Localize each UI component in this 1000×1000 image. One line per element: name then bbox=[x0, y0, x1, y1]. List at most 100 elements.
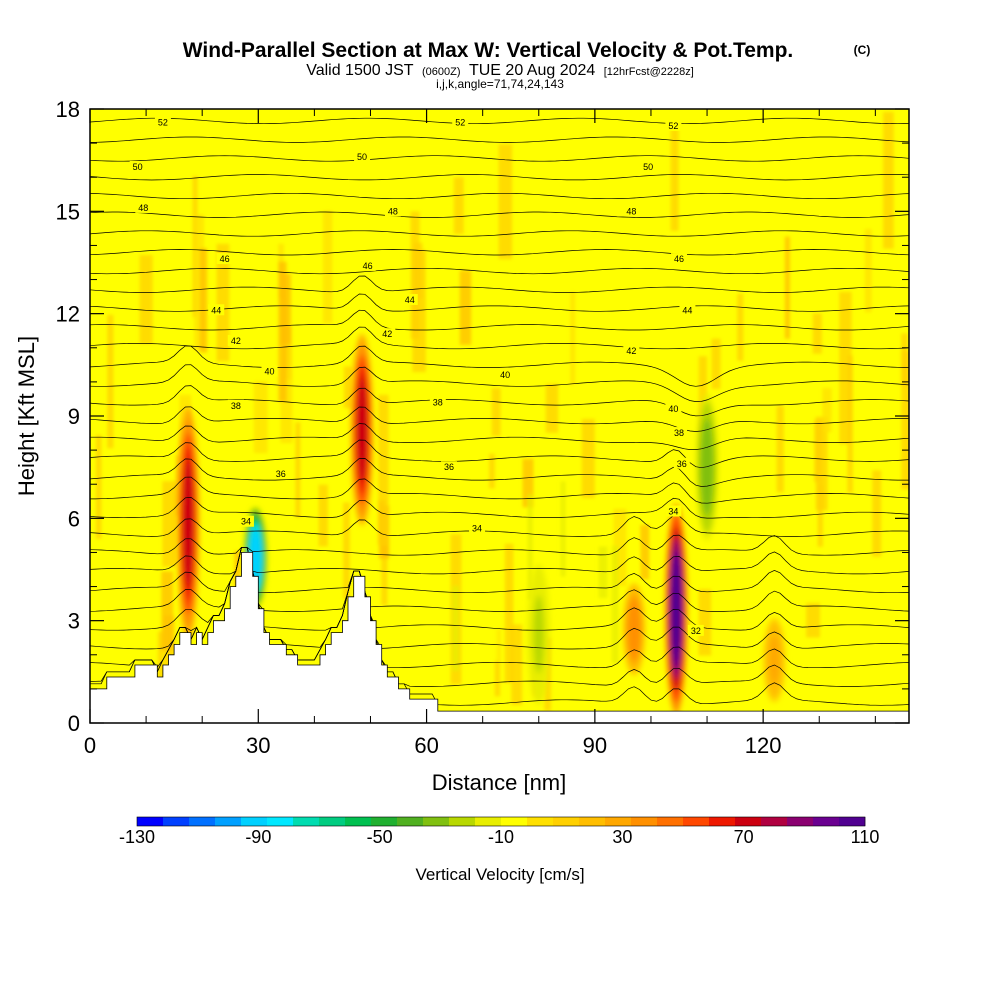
contour-label: 52 bbox=[665, 120, 682, 132]
velocity-streak bbox=[381, 535, 388, 606]
colorbar-swatch bbox=[813, 817, 840, 826]
contour-label-bg bbox=[665, 403, 682, 415]
velocity-streak bbox=[278, 261, 287, 402]
velocity-streak bbox=[539, 539, 548, 600]
isentrope-line bbox=[90, 476, 909, 504]
contour-label: 34 bbox=[237, 515, 254, 527]
contour-label-bg bbox=[354, 150, 371, 162]
contour-label-bg bbox=[401, 294, 418, 306]
pot-temp-contours bbox=[90, 117, 909, 706]
valid-date: TUE 20 Aug 2024 bbox=[469, 62, 595, 79]
velocity-streak bbox=[822, 387, 832, 433]
contour-label-text: 34 bbox=[241, 517, 251, 527]
contour-label: 46 bbox=[359, 259, 376, 271]
colorbar-swatch bbox=[475, 817, 502, 826]
isentrope-line bbox=[90, 345, 909, 387]
isentrope-line bbox=[90, 458, 909, 487]
contour-label: 40 bbox=[497, 369, 514, 381]
contour-label-text: 38 bbox=[231, 401, 241, 411]
updraft-core-band bbox=[628, 603, 640, 655]
updraft-layer bbox=[177, 333, 786, 714]
velocity-streak bbox=[598, 546, 608, 599]
velocity-streak bbox=[570, 292, 576, 385]
contour-label-bg bbox=[623, 205, 640, 217]
y-tick-label: 15 bbox=[56, 199, 80, 224]
colorbar-tick-label: -90 bbox=[245, 827, 271, 847]
contour-label-bg bbox=[379, 328, 396, 340]
contour-label-bg bbox=[208, 304, 225, 316]
contour-label-text: 40 bbox=[668, 404, 678, 414]
colorbar-swatch bbox=[839, 817, 866, 826]
contour-label-text: 32 bbox=[691, 626, 701, 636]
contour-label: 48 bbox=[384, 205, 401, 217]
contour-label-bg bbox=[679, 304, 696, 316]
velocity-streak bbox=[157, 631, 164, 689]
isentrope-line bbox=[90, 309, 909, 331]
y-tick-label: 18 bbox=[56, 97, 80, 122]
contour-label-text: 52 bbox=[455, 118, 465, 128]
colorbar-swatch bbox=[605, 817, 632, 826]
velocity-streak bbox=[901, 333, 908, 386]
velocity-streak bbox=[633, 542, 641, 588]
contour-label-bg bbox=[359, 259, 376, 271]
contour-label-text: 36 bbox=[444, 462, 454, 472]
contour-label-text: 46 bbox=[363, 261, 373, 271]
contour-label-text: 36 bbox=[276, 469, 286, 479]
colorbar-tick-label: 110 bbox=[851, 827, 880, 847]
isentrope-line bbox=[90, 117, 909, 125]
x-tick-label: 90 bbox=[583, 733, 607, 758]
contour-label-text: 48 bbox=[388, 206, 398, 216]
contour-label: 50 bbox=[640, 160, 657, 172]
contour-label-bg bbox=[671, 427, 688, 439]
contour-label-text: 36 bbox=[677, 459, 687, 469]
velocity-streak bbox=[511, 624, 523, 706]
grid-indices: i,j,k,angle=71,74,24,143 bbox=[436, 77, 564, 91]
colorbar-swatch bbox=[787, 817, 814, 826]
contour-label: 52 bbox=[452, 116, 469, 128]
contour-label: 38 bbox=[227, 399, 244, 411]
isentrope-line bbox=[90, 155, 909, 162]
contour-label-text: 44 bbox=[682, 305, 692, 315]
velocity-streak bbox=[611, 545, 619, 664]
velocity-streak bbox=[342, 502, 350, 599]
contour-label-text: 50 bbox=[357, 152, 367, 162]
velocity-streak bbox=[295, 422, 301, 518]
colorbar-swatch bbox=[319, 817, 346, 826]
isentrope-line bbox=[90, 293, 909, 312]
velocity-streak bbox=[413, 242, 423, 299]
colorbar-swatch bbox=[579, 817, 606, 826]
velocity-streak bbox=[216, 243, 230, 362]
velocity-streak bbox=[459, 270, 472, 345]
colorbar-swatch bbox=[241, 817, 268, 826]
contour-label: 36 bbox=[673, 457, 690, 469]
velocity-streak bbox=[527, 494, 533, 600]
isentrope-line bbox=[90, 546, 909, 594]
velocity-streak bbox=[343, 366, 353, 409]
contour-label-bg bbox=[216, 253, 233, 265]
velocity-streak bbox=[691, 560, 697, 659]
velocity-streak bbox=[817, 483, 823, 547]
contour-label: 42 bbox=[379, 328, 396, 340]
colorbar-swatch bbox=[657, 817, 684, 826]
contour-label-text: 52 bbox=[158, 118, 168, 128]
velocity-streak bbox=[737, 293, 744, 361]
velocity-streak bbox=[322, 210, 333, 324]
y-tick-label: 3 bbox=[68, 609, 80, 634]
y-tick-label: 9 bbox=[68, 404, 80, 429]
colorbar-swatch bbox=[631, 817, 658, 826]
velocity-streak bbox=[504, 543, 514, 683]
velocity-streak bbox=[194, 214, 205, 351]
isentrope-line bbox=[90, 406, 909, 432]
contour-label-text: 38 bbox=[674, 428, 684, 438]
contour-label: 44 bbox=[679, 304, 696, 316]
velocity-streak bbox=[826, 543, 835, 615]
contour-label: 38 bbox=[671, 427, 688, 439]
y-tick-label: 0 bbox=[68, 711, 80, 736]
velocity-streak bbox=[161, 571, 174, 651]
y-tick-label: 12 bbox=[56, 302, 80, 327]
isentrope-line bbox=[90, 497, 909, 519]
terrain-profile bbox=[90, 552, 909, 723]
isentrope-line bbox=[90, 546, 909, 575]
velocity-streak bbox=[847, 355, 853, 493]
velocity-streak bbox=[864, 229, 872, 313]
